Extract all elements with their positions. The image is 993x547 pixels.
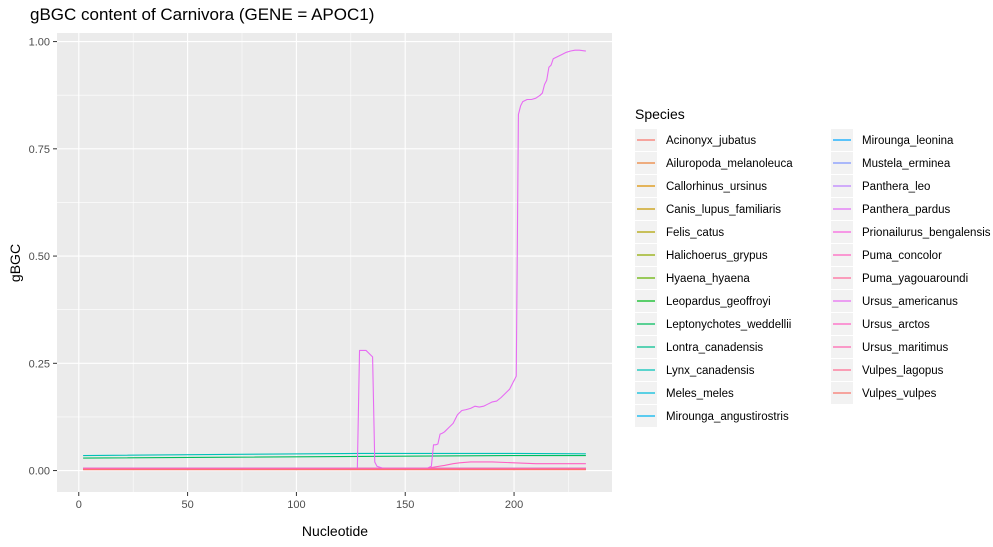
grid-layer bbox=[57, 33, 612, 492]
legend-item: Lynx_canadensis bbox=[635, 359, 755, 381]
legend-item: Vulpes_vulpes bbox=[831, 382, 937, 404]
legend-item: Halichoerus_grypus bbox=[635, 244, 768, 266]
legend-item: Meles_meles bbox=[635, 382, 734, 404]
legend-item: Lontra_canadensis bbox=[635, 336, 763, 358]
series-line-Leptonychotes_weddellii bbox=[83, 454, 586, 459]
series-line-Lynx_canadensis bbox=[83, 452, 586, 457]
legend-label: Ursus_americanus bbox=[862, 296, 958, 308]
legend-item: Ursus_arctos bbox=[831, 313, 930, 335]
x-tick-label: 200 bbox=[505, 499, 523, 511]
axis-layer: 0 50 100 150 200 0.00 0.25 0.50 0.75 1.00 bbox=[29, 37, 524, 511]
legend-item: Hyaena_hyaena bbox=[635, 267, 750, 289]
legend-item: Leptonychotes_weddellii bbox=[635, 313, 791, 335]
series-line-Ursus_arctos bbox=[83, 461, 586, 469]
series-layer bbox=[83, 49, 586, 471]
legend-item: Leopardus_geoffroyi bbox=[635, 290, 771, 312]
legend-label: Leptonychotes_weddellii bbox=[666, 319, 791, 331]
legend-label: Ailuropoda_melanoleuca bbox=[666, 158, 793, 170]
legend-label: Hyaena_hyaena bbox=[666, 273, 750, 285]
x-tick-label: 100 bbox=[287, 499, 305, 511]
legend-item: Puma_yagouaroundi bbox=[831, 267, 968, 289]
legend-label: Canis_lupus_familiaris bbox=[666, 204, 781, 216]
x-tick-label: 50 bbox=[181, 499, 193, 511]
legend-label: Lynx_canadensis bbox=[666, 365, 755, 377]
legend-label: Felis_catus bbox=[666, 227, 724, 239]
y-tick-label: 0.75 bbox=[29, 144, 50, 156]
x-tick-label: 0 bbox=[76, 499, 82, 511]
legend-item: Ursus_americanus bbox=[831, 290, 958, 312]
legend-label: Acinonyx_jubatus bbox=[666, 135, 756, 147]
legend-item: Prionailurus_bengalensis bbox=[831, 221, 991, 243]
legend-item: Acinonyx_jubatus bbox=[635, 129, 756, 151]
legend-item: Callorhinus_ursinus bbox=[635, 175, 767, 197]
legend-label: Leopardus_geoffroyi bbox=[666, 296, 771, 308]
legend-item: Vulpes_lagopus bbox=[831, 359, 944, 381]
legend-label: Mustela_erminea bbox=[862, 158, 951, 170]
legend-title: Species bbox=[635, 106, 685, 122]
x-axis-title: Nucleotide bbox=[302, 523, 368, 539]
chart-title: gBGC content of Carnivora (GENE = APOC1) bbox=[30, 5, 374, 24]
legend-label: Halichoerus_grypus bbox=[666, 250, 768, 262]
legend-label: Ursus_arctos bbox=[862, 319, 930, 331]
legend-item: Panthera_pardus bbox=[831, 198, 950, 220]
legend-item: Ailuropoda_melanoleuca bbox=[635, 152, 793, 174]
legend-label: Callorhinus_ursinus bbox=[666, 181, 767, 193]
legend-label: Panthera_leo bbox=[862, 181, 930, 193]
legend-label: Prionailurus_bengalensis bbox=[862, 227, 991, 239]
legend-item: Mirounga_angustirostris bbox=[635, 405, 789, 427]
legend-label: Ursus_maritimus bbox=[862, 342, 949, 354]
legend-item: Panthera_leo bbox=[831, 175, 930, 197]
legend-item: Mirounga_leonina bbox=[831, 129, 954, 151]
legend-item: Ursus_maritimus bbox=[831, 336, 949, 358]
legend-label: Panthera_pardus bbox=[862, 204, 950, 216]
y-tick-label: 0.00 bbox=[29, 466, 50, 478]
legend: Acinonyx_jubatus Ailuropoda_melanoleuca Ca… bbox=[635, 129, 991, 427]
x-tick-label: 150 bbox=[396, 499, 414, 511]
legend-label: Meles_meles bbox=[666, 388, 734, 400]
legend-label: Vulpes_vulpes bbox=[862, 388, 937, 400]
y-tick-label: 1.00 bbox=[29, 37, 50, 49]
y-tick-label: 0.50 bbox=[29, 251, 50, 263]
legend-item: Felis_catus bbox=[635, 221, 724, 243]
legend-item: Canis_lupus_familiaris bbox=[635, 198, 781, 220]
legend-item: Puma_concolor bbox=[831, 244, 942, 266]
legend-item: Mustela_erminea bbox=[831, 152, 951, 174]
y-axis-title: gBGC bbox=[7, 244, 23, 282]
plot-panel bbox=[57, 33, 612, 492]
legend-label: Lontra_canadensis bbox=[666, 342, 763, 354]
y-tick-label: 0.25 bbox=[29, 358, 50, 370]
legend-label: Mirounga_angustirostris bbox=[666, 411, 789, 423]
legend-label: Puma_concolor bbox=[862, 250, 942, 262]
legend-label: Vulpes_lagopus bbox=[862, 365, 944, 377]
legend-label: Puma_yagouaroundi bbox=[862, 273, 968, 285]
legend-label: Mirounga_leonina bbox=[862, 135, 954, 147]
